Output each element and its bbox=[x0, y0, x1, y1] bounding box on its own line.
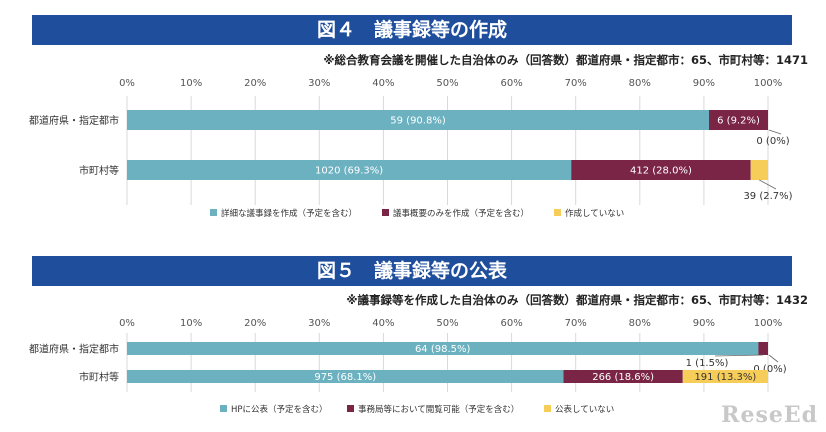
category-label-1-0: 都道府県・指定都市 bbox=[29, 343, 119, 356]
x-tick-label-0-3: 30% bbox=[308, 78, 330, 89]
category-label-1-1: 市町村等 bbox=[79, 371, 119, 384]
x-tick-label-1-8: 80% bbox=[629, 318, 651, 329]
x-tick-label-1-3: 30% bbox=[308, 318, 330, 329]
x-tick-label-0-0: 0% bbox=[119, 78, 135, 89]
legend-swatch-0-1 bbox=[382, 209, 389, 216]
data-label-0-1-0: 1020 (69.3%) bbox=[315, 166, 383, 177]
chart2-note: ※議事録等を作成した自治体のみ（回答数）都道府県・指定都市：65、市町村等：14… bbox=[346, 293, 808, 307]
leader-line-1-0-2 bbox=[768, 354, 779, 363]
category-label-0-0: 都道府県・指定都市 bbox=[29, 114, 119, 127]
x-tick-label-1-9: 90% bbox=[693, 318, 715, 329]
x-tick-label-1-6: 60% bbox=[500, 318, 522, 329]
bar-1-0-0 bbox=[127, 342, 759, 355]
chart1-note: ※総合教育会議を開催した自治体のみ（回答数）都道府県・指定都市：65、市町村等：… bbox=[323, 53, 808, 67]
data-label-1-1-2: 191 (13.3%) bbox=[694, 372, 756, 383]
data-label-1-0-1: 1 (1.5%) bbox=[686, 358, 729, 369]
data-label-0-0-1: 6 (9.2%) bbox=[717, 116, 760, 127]
legend-swatch-1-2 bbox=[544, 405, 551, 412]
data-label-1-1-0: 975 (68.1%) bbox=[314, 372, 376, 383]
bar-0-1-1 bbox=[571, 160, 751, 180]
chart1-title: 図４ 議事録等の作成 bbox=[32, 15, 792, 45]
data-label-0-0-0: 59 (90.8%) bbox=[390, 116, 446, 127]
x-tick-label-1-10: 100% bbox=[754, 318, 783, 329]
leader-line-0-1-2 bbox=[759, 179, 777, 190]
bar-1-1-2 bbox=[682, 370, 768, 383]
legend-label-1-1: 事務局等において閲覧可能（予定を含む） bbox=[358, 404, 519, 415]
x-tick-label-0-9: 90% bbox=[693, 78, 715, 89]
data-label-0-0-2: 0 (0%) bbox=[756, 136, 789, 147]
bar-0-0-0 bbox=[127, 110, 710, 130]
x-tick-label-1-2: 20% bbox=[244, 318, 266, 329]
x-tick-label-1-0: 0% bbox=[119, 318, 135, 329]
bar-0-0-1 bbox=[709, 110, 768, 130]
x-tick-label-0-2: 20% bbox=[244, 78, 266, 89]
x-tick-label-1-5: 50% bbox=[436, 318, 458, 329]
x-tick-label-0-5: 50% bbox=[436, 78, 458, 89]
data-label-1-0-2: 0 (0%) bbox=[753, 364, 786, 375]
x-tick-label-0-4: 40% bbox=[372, 78, 394, 89]
legend-label-1-0: HPに公表（予定を含む） bbox=[231, 404, 328, 415]
category-label-0-1: 市町村等 bbox=[79, 164, 119, 177]
legend-swatch-0-0 bbox=[210, 209, 217, 216]
bar-1-0-1 bbox=[758, 342, 768, 355]
legend-swatch-1-1 bbox=[347, 405, 354, 412]
legend-label-0-2: 作成していない bbox=[565, 208, 624, 219]
bar-0-1-0 bbox=[127, 160, 572, 180]
x-tick-label-0-7: 70% bbox=[565, 78, 587, 89]
data-label-1-1-1: 266 (18.6%) bbox=[592, 372, 654, 383]
x-tick-label-0-10: 100% bbox=[754, 78, 783, 89]
x-tick-label-0-6: 60% bbox=[500, 78, 522, 89]
data-label-0-1-1: 412 (28.0%) bbox=[630, 166, 692, 177]
x-tick-label-1-1: 10% bbox=[180, 318, 202, 329]
legend-swatch-0-2 bbox=[554, 209, 561, 216]
x-tick-label-1-7: 70% bbox=[565, 318, 587, 329]
data-label-1-0-0: 64 (98.5%) bbox=[415, 344, 471, 355]
x-tick-label-0-1: 10% bbox=[180, 78, 202, 89]
legend-label-0-0: 詳細な議事録を作成（予定を含む） bbox=[221, 208, 357, 219]
resed-logo: ReseEd bbox=[721, 402, 818, 428]
legend-label-1-2: 公表していない bbox=[555, 404, 614, 415]
chart2-title: 図５ 議事録等の公表 bbox=[32, 256, 792, 286]
bar-0-1-2 bbox=[750, 160, 768, 180]
leader-line-0-0-2 bbox=[768, 129, 782, 135]
leader-line-1-0-1 bbox=[714, 354, 764, 357]
x-tick-label-0-8: 80% bbox=[629, 78, 651, 89]
bar-1-1-1 bbox=[563, 370, 683, 383]
x-tick-label-1-4: 40% bbox=[372, 318, 394, 329]
bar-1-1-0 bbox=[127, 370, 564, 383]
data-label-0-1-2: 39 (2.7%) bbox=[743, 191, 792, 202]
legend-swatch-1-0 bbox=[220, 405, 227, 412]
legend-label-0-1: 議事概要のみを作成（予定を含む） bbox=[393, 208, 529, 219]
